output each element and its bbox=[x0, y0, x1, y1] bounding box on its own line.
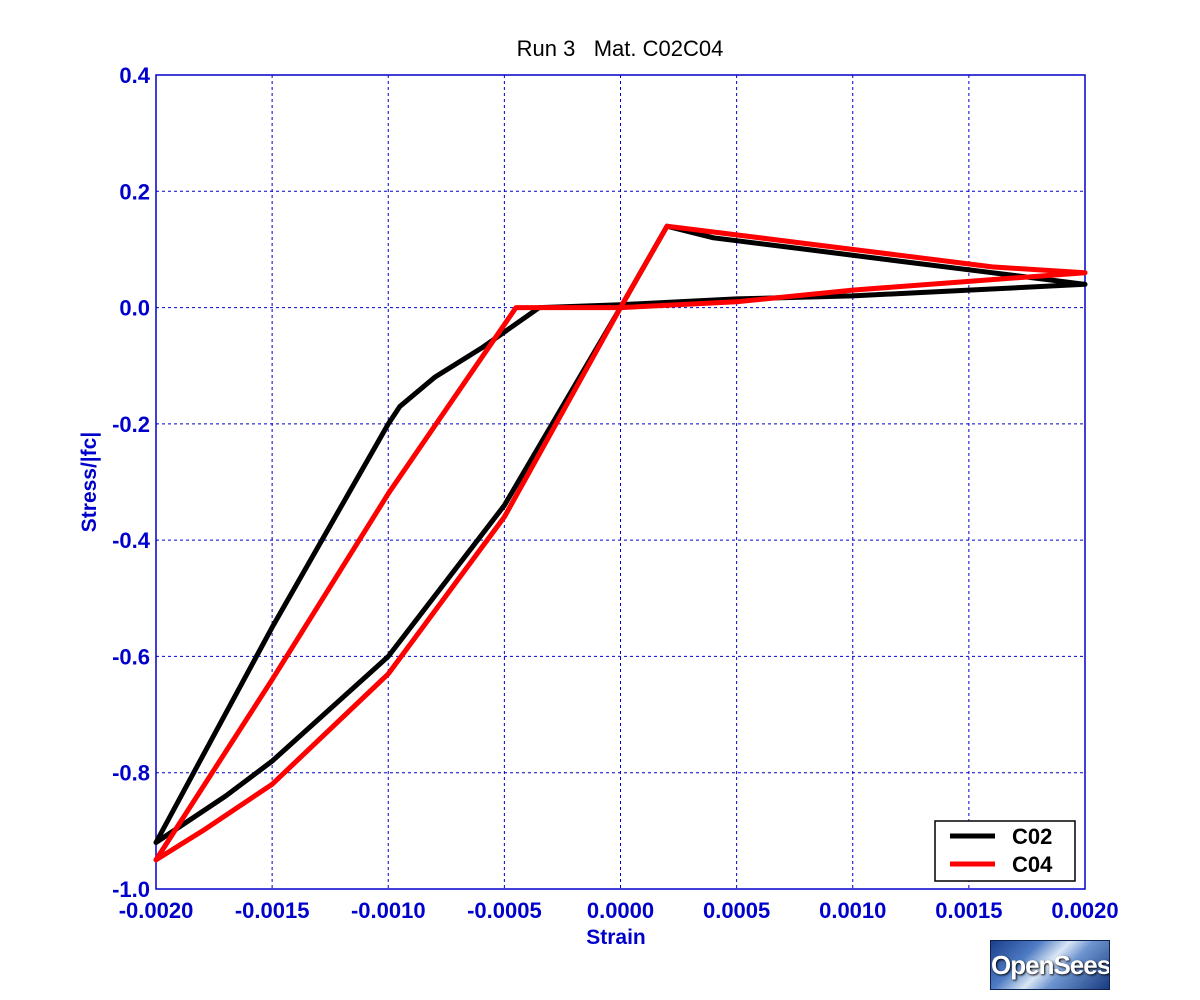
opensees-logo: OpenSees bbox=[990, 940, 1110, 990]
x-tick-label: -0.0005 bbox=[467, 898, 542, 923]
legend-box bbox=[934, 820, 1076, 882]
axes-frame bbox=[155, 74, 1086, 890]
x-tick-label: 0.0010 bbox=[819, 898, 886, 923]
opensees-logo-text: OpenSees bbox=[991, 950, 1110, 980]
x-tick-label: 0.0020 bbox=[1051, 898, 1118, 923]
y-tick-label: 0.4 bbox=[119, 63, 150, 88]
series-line-c04 bbox=[153, 223, 1088, 863]
y-tick-label: -0.8 bbox=[112, 761, 150, 786]
grid-lines bbox=[156, 75, 1085, 889]
tick-labels: -0.0020 -0.0015 -0.0010 -0.0005 0.0000 0.0005… bbox=[112, 63, 1119, 923]
x-tick-label: 0.0015 bbox=[935, 898, 1002, 923]
y-tick-label: -1.0 bbox=[112, 877, 150, 902]
chart-title: Run 3 Mat. C02C04 bbox=[517, 36, 724, 61]
x-tick-label: 0.0000 bbox=[587, 898, 654, 923]
legend-label-c02: C02 bbox=[1012, 824, 1052, 849]
y-tick-label: 0.0 bbox=[119, 296, 150, 321]
legend: C02 C04 bbox=[934, 820, 1076, 882]
x-tick-label: -0.0020 bbox=[119, 898, 194, 923]
y-tick-label: 0.2 bbox=[119, 179, 150, 204]
x-axis-label: Strain bbox=[586, 926, 646, 949]
x-tick-label: 0.0005 bbox=[703, 898, 770, 923]
legend-label-c04: C04 bbox=[1012, 852, 1053, 877]
y-tick-label: -0.6 bbox=[112, 644, 150, 669]
x-tick-label: -0.0015 bbox=[235, 898, 310, 923]
series-line-c02 bbox=[153, 223, 1088, 845]
plot-area bbox=[153, 74, 1088, 890]
y-axis-label: Stress/|fc| bbox=[78, 432, 101, 532]
y-tick-label: -0.2 bbox=[112, 412, 150, 437]
x-tick-label: -0.0010 bbox=[351, 898, 426, 923]
y-tick-label: -0.4 bbox=[112, 528, 151, 553]
